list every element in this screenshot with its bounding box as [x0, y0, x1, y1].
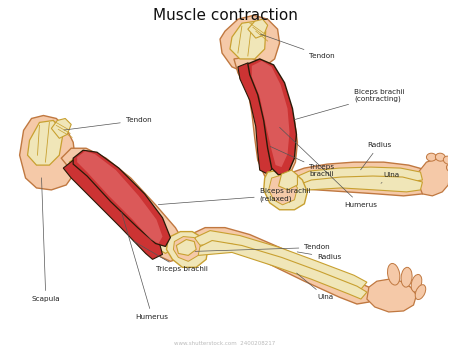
Polygon shape	[230, 21, 266, 59]
Ellipse shape	[387, 263, 400, 285]
Polygon shape	[61, 148, 185, 261]
Ellipse shape	[401, 267, 412, 287]
Polygon shape	[248, 59, 297, 175]
Text: Humerus: Humerus	[279, 127, 377, 208]
Polygon shape	[367, 279, 417, 312]
Text: Biceps brachii
(contracting): Biceps brachii (contracting)	[294, 89, 405, 120]
Text: Ulna: Ulna	[381, 172, 400, 183]
Text: Biceps brachii
(relaxed): Biceps brachii (relaxed)	[158, 188, 310, 204]
Polygon shape	[176, 240, 196, 255]
Text: Ulna: Ulna	[297, 273, 333, 300]
Polygon shape	[293, 176, 423, 196]
Polygon shape	[248, 63, 288, 175]
Text: Tendon: Tendon	[261, 34, 335, 59]
Ellipse shape	[411, 275, 422, 292]
Polygon shape	[238, 63, 282, 174]
Text: Triceps brachii: Triceps brachii	[133, 241, 207, 272]
Polygon shape	[63, 160, 162, 260]
Polygon shape	[73, 150, 171, 246]
Polygon shape	[195, 231, 367, 289]
Ellipse shape	[427, 153, 436, 161]
Polygon shape	[27, 120, 63, 165]
Polygon shape	[292, 167, 423, 188]
Text: Muscle contraction: Muscle contraction	[153, 8, 297, 23]
Polygon shape	[248, 19, 268, 38]
Text: Triceps
brachii: Triceps brachii	[270, 146, 334, 176]
Polygon shape	[69, 155, 176, 253]
Text: Radius: Radius	[297, 252, 342, 260]
Polygon shape	[51, 118, 71, 138]
Polygon shape	[20, 116, 75, 190]
Text: Tendon: Tendon	[64, 117, 151, 130]
Polygon shape	[185, 228, 374, 304]
Polygon shape	[418, 158, 450, 196]
Polygon shape	[264, 170, 307, 210]
Polygon shape	[252, 61, 289, 167]
Polygon shape	[234, 57, 297, 180]
Text: www.shutterstock.com  2400208217: www.shutterstock.com 2400208217	[175, 341, 275, 346]
Polygon shape	[173, 237, 200, 261]
Polygon shape	[282, 162, 434, 196]
Polygon shape	[77, 151, 162, 243]
Polygon shape	[269, 175, 297, 205]
Ellipse shape	[435, 153, 445, 161]
Polygon shape	[198, 241, 367, 299]
Polygon shape	[220, 15, 279, 73]
Text: Scapula: Scapula	[32, 178, 60, 302]
Text: Humerus: Humerus	[122, 212, 169, 320]
Text: Radius: Radius	[360, 142, 391, 170]
Ellipse shape	[446, 164, 450, 172]
Ellipse shape	[443, 156, 450, 164]
Ellipse shape	[415, 285, 426, 300]
Polygon shape	[166, 232, 208, 267]
Text: Tendon: Tendon	[195, 245, 330, 251]
Polygon shape	[279, 170, 297, 190]
